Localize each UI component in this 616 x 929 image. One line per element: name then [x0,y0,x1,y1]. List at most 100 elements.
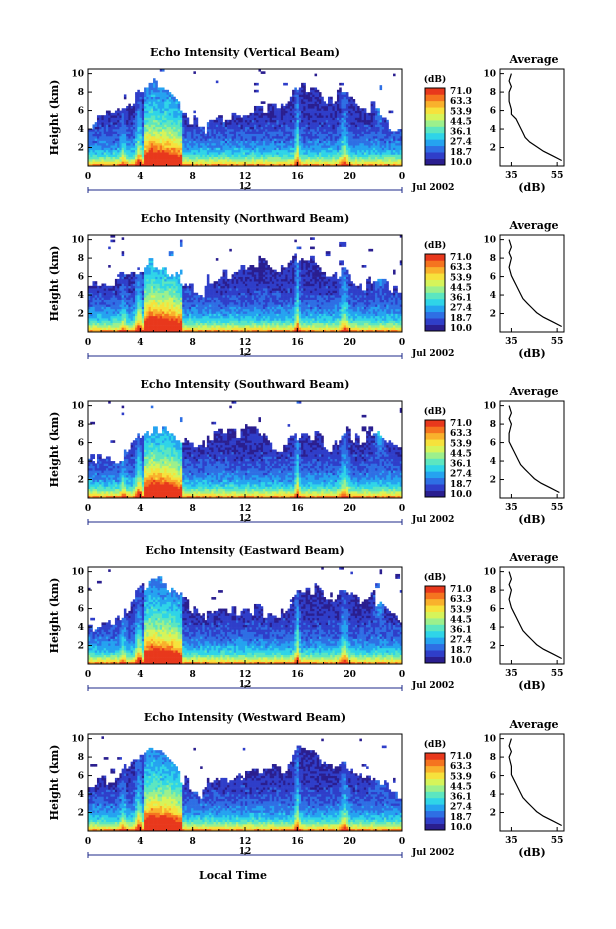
heatmap-cell [173,108,176,111]
heatmap-cell [395,133,398,137]
heatmap-cell [186,119,190,123]
heatmap-cell [191,159,194,162]
heatmap-cell [188,299,192,303]
heatmap-cell [126,304,129,307]
heatmap-cell [191,145,194,148]
heatmap-cell [292,163,295,167]
heatmap-cell [361,138,365,141]
heatmap-cell [343,145,347,148]
heatmap-cell [184,112,187,116]
heatmap-cell [137,327,140,330]
heatmap-cell [253,129,257,132]
heatmap-cell [287,112,291,116]
heatmap-cell [370,112,374,116]
heatmap-cell [175,103,179,107]
heatmap-cell [370,126,374,130]
heatmap-cell [123,288,127,291]
heatmap-cell [162,163,165,167]
heatmap-cell [146,292,149,296]
heatmap-cell [231,112,235,116]
heatmap-cell [186,122,190,125]
heatmap-cell [159,110,163,114]
heatmap-cell [314,159,318,162]
heatmap-cell [182,290,185,294]
heatmap-cell [278,122,282,125]
heatmap-cell [352,138,356,141]
heatmap-cell [177,145,181,148]
heatmap-cell [267,145,270,148]
heatmap-cell [388,138,392,141]
heatmap-cell [164,149,167,153]
heatmap-cell [191,288,194,291]
heatmap-cell [247,163,250,167]
heatmap-cell [332,135,336,139]
heatmap-cell [99,159,102,162]
heatmap-cell [211,126,214,130]
heatmap-cell [395,140,398,144]
heatmap-cell [314,108,318,111]
heatmap-cell [280,156,284,160]
colorbar-tick-label: 36.1 [450,128,472,138]
heatmap-cell [157,149,161,153]
heatmap-cell [177,325,181,328]
heatmap-cell [197,311,201,314]
heatmap-cell [121,117,125,121]
heatmap-cell [94,131,98,134]
heatmap-cell [372,159,376,162]
heatmap-cell [105,327,109,330]
heatmap-cell [119,122,122,125]
heatmap-cell [114,306,118,310]
heatmap-cell [88,327,91,330]
heatmap-cell [105,149,109,153]
heatmap-cell [368,135,371,139]
heatmap-cell [352,112,356,116]
heatmap-cell [150,154,154,158]
heatmap-cell [292,115,295,118]
heatmap-cell [345,154,349,158]
heatmap-cell [128,295,131,298]
heatmap-cell [258,154,261,158]
heatmap-cell [245,138,248,141]
heatmap-cell [126,325,129,328]
heatmap-cell [280,152,284,155]
heatmap-cell [339,110,342,114]
heatmap-cell [354,124,358,128]
heatmap-cell [157,92,161,95]
heatmap-cell [157,315,161,319]
heatmap-cell [285,124,288,128]
heatmap-cell [366,122,369,125]
heatmap-cell [307,163,311,167]
heatmap-cell [334,152,338,155]
heatmap-cell [215,147,219,151]
heatmap-cell [90,129,93,132]
heatmap-cell [117,110,120,114]
heatmap-cell [292,92,295,95]
heatmap-cell [249,145,253,148]
heatmap-cell [126,156,129,160]
heatmap-cell [179,239,183,243]
heatmap-cell [168,156,172,160]
heatmap-cell [265,112,268,116]
heatmap-cell [202,308,205,312]
heatmap-cell [166,325,170,328]
heatmap-cell [132,119,136,123]
heatmap-cell [321,105,324,109]
heatmap-cell [186,329,190,333]
heatmap-cell [200,156,203,160]
heatmap-cell [175,281,179,284]
heatmap-cell [330,108,333,111]
heatmap-cell [375,131,378,134]
heatmap-cell [139,327,143,330]
heatmap-cell [137,288,140,291]
heatmap-cell [177,124,181,128]
heatmap-cell [144,142,147,146]
heatmap-cell [126,292,129,296]
heatmap-cell [110,290,113,294]
heatmap-cell [213,149,217,153]
heatmap-cell [110,154,113,158]
heatmap-cell [162,306,165,310]
heatmap-cell [135,322,138,326]
heatmap-cell [184,301,187,305]
heatmap-cell [117,329,120,333]
heatmap-cell [336,138,340,141]
